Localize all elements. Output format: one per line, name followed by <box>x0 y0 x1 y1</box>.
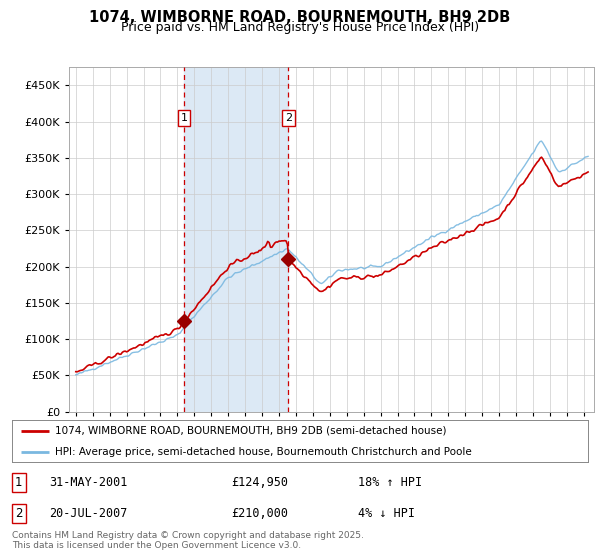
Text: 1074, WIMBORNE ROAD, BOURNEMOUTH, BH9 2DB: 1074, WIMBORNE ROAD, BOURNEMOUTH, BH9 2D… <box>89 10 511 25</box>
Text: HPI: Average price, semi-detached house, Bournemouth Christchurch and Poole: HPI: Average price, semi-detached house,… <box>55 447 472 457</box>
Text: 20-JUL-2007: 20-JUL-2007 <box>49 507 128 520</box>
Text: 1: 1 <box>15 477 23 489</box>
Text: 1074, WIMBORNE ROAD, BOURNEMOUTH, BH9 2DB (semi-detached house): 1074, WIMBORNE ROAD, BOURNEMOUTH, BH9 2D… <box>55 426 446 436</box>
Text: 18% ↑ HPI: 18% ↑ HPI <box>358 477 422 489</box>
Text: 4% ↓ HPI: 4% ↓ HPI <box>358 507 415 520</box>
Text: £124,950: £124,950 <box>231 477 288 489</box>
Text: 31-MAY-2001: 31-MAY-2001 <box>49 477 128 489</box>
Text: 1: 1 <box>181 113 188 123</box>
Text: Price paid vs. HM Land Registry's House Price Index (HPI): Price paid vs. HM Land Registry's House … <box>121 21 479 34</box>
Text: 2: 2 <box>285 113 292 123</box>
Text: 2: 2 <box>15 507 23 520</box>
Bar <box>184 67 289 412</box>
Text: £210,000: £210,000 <box>231 507 288 520</box>
Text: Contains HM Land Registry data © Crown copyright and database right 2025.
This d: Contains HM Land Registry data © Crown c… <box>12 531 364 550</box>
